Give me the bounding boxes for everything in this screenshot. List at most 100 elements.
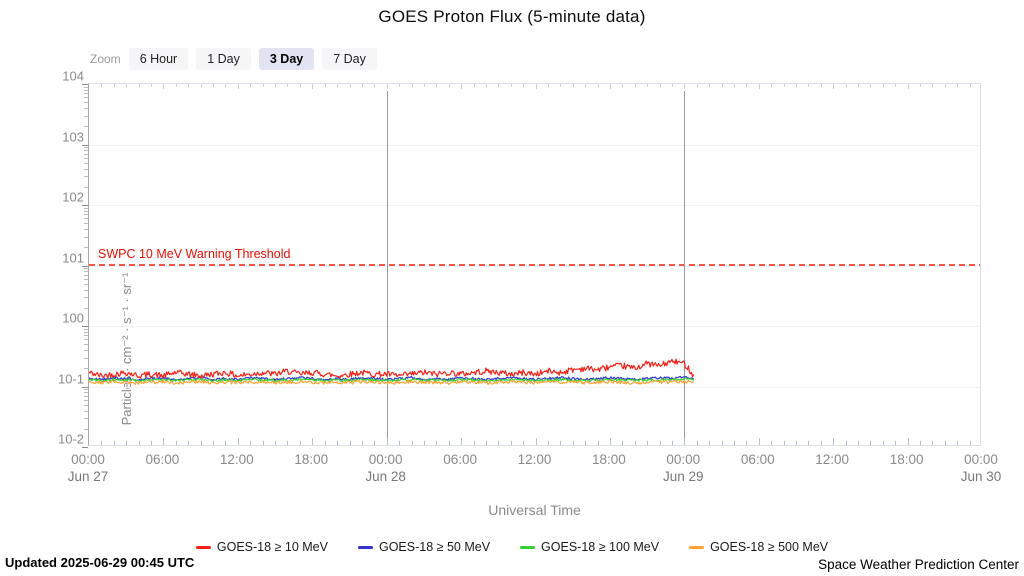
x-axis-top-tick bbox=[609, 84, 611, 89]
legend-series-label: GOES-18 ≥ 500 MeV bbox=[710, 540, 829, 554]
x-axis-top-tick bbox=[312, 84, 314, 89]
x-axis-top-tick bbox=[969, 84, 971, 87]
y-axis-minor-tick bbox=[84, 328, 88, 330]
x-axis-top-tick bbox=[634, 84, 636, 87]
x-axis-time-label: 18:00 bbox=[889, 452, 924, 467]
series-line-3 bbox=[89, 379, 694, 386]
y-axis-tick-label: 10-2 bbox=[57, 431, 84, 447]
x-axis-bottom-tick bbox=[907, 438, 909, 445]
y-axis-minor-tick bbox=[84, 274, 88, 276]
x-axis-top-tick bbox=[225, 84, 227, 87]
x-axis-top-tick bbox=[237, 84, 239, 89]
x-axis-top-tick bbox=[721, 84, 723, 87]
x-axis-bottom-tick bbox=[572, 441, 574, 445]
x-axis-bottom-tick bbox=[895, 441, 897, 445]
y-axis-tick-label: 104 bbox=[62, 68, 84, 84]
x-axis-date-label: Jun 30 bbox=[960, 469, 1002, 484]
x-axis-top-tick bbox=[932, 84, 934, 87]
legend-item[interactable]: GOES-18 ≥ 500 MeV bbox=[689, 540, 828, 554]
x-axis-bottom-tick bbox=[547, 441, 549, 445]
x-axis-bottom-tick bbox=[709, 441, 711, 445]
legend-series-dash-icon bbox=[195, 545, 211, 549]
x-axis-top-tick bbox=[287, 84, 289, 87]
x-axis-top-tick bbox=[709, 84, 711, 87]
x-axis-bottom-tick bbox=[684, 438, 686, 445]
y-axis-minor-tick bbox=[84, 389, 88, 391]
x-axis-bottom-tick bbox=[386, 438, 388, 445]
chart-legend: GOES-18 ≥ 10 MeV GOES-18 ≥ 50 MeV GOES-18 … bbox=[0, 540, 1024, 554]
zoom-button-6-hour[interactable]: 6 Hour bbox=[128, 48, 189, 70]
x-axis-top-tick bbox=[622, 84, 624, 87]
x-axis-date-label: Jun 28 bbox=[365, 469, 406, 484]
legend-item[interactable]: GOES-18 ≥ 10 MeV bbox=[195, 540, 328, 554]
y-axis-minor-tick bbox=[84, 93, 88, 95]
x-axis-bottom-tick bbox=[535, 438, 537, 445]
plot-area[interactable]: Particles · cm⁻² · s⁻¹ · sr⁻¹ SWPC 10 Me… bbox=[82, 83, 981, 448]
legend-series-dash-icon bbox=[689, 545, 705, 549]
y-axis-tick-label: 100 bbox=[62, 310, 84, 326]
y-axis-minor-tick bbox=[84, 214, 88, 216]
legend-series-dash-icon bbox=[520, 545, 536, 549]
x-axis-bottom-tick bbox=[882, 441, 884, 445]
x-axis-top-tick bbox=[758, 84, 760, 89]
threshold-line bbox=[89, 264, 980, 266]
zoom-button-3-day[interactable]: 3 Day bbox=[258, 48, 315, 70]
x-axis-top-tick bbox=[262, 84, 264, 87]
y-axis-minor-tick bbox=[84, 395, 88, 397]
zoom-label: Zoom bbox=[90, 52, 121, 66]
x-axis-time-label: 00:00 bbox=[368, 452, 403, 467]
x-axis-bottom-tick bbox=[299, 441, 301, 445]
x-axis-bottom-tick bbox=[796, 441, 797, 445]
x-axis-top-tick bbox=[337, 84, 339, 87]
x-axis-bottom-tick bbox=[213, 441, 214, 445]
x-axis-bottom-tick bbox=[485, 441, 487, 445]
x-axis-bottom-tick bbox=[609, 438, 611, 445]
x-axis-top-tick bbox=[796, 84, 797, 87]
x-axis-top-tick bbox=[498, 84, 500, 87]
x-axis-top-tick bbox=[163, 84, 165, 89]
x-axis-bottom-tick bbox=[324, 441, 326, 445]
x-axis-bottom-tick bbox=[560, 441, 562, 445]
x-axis-top-tick bbox=[200, 84, 202, 87]
legend-series-label: GOES-18 ≥ 100 MeV bbox=[541, 540, 660, 554]
series-line-2 bbox=[89, 377, 695, 383]
y-axis-minor-tick bbox=[84, 368, 88, 370]
y-axis-minor-tick bbox=[84, 268, 88, 270]
y-axis-minor-tick bbox=[84, 271, 88, 273]
x-axis-top-tick bbox=[399, 84, 401, 87]
zoom-button-7-day[interactable]: 7 Day bbox=[322, 48, 377, 70]
zoom-button-1-day[interactable]: 1 Day bbox=[196, 48, 251, 70]
x-axis-top-tick bbox=[250, 84, 252, 87]
decade-gridline bbox=[89, 265, 980, 267]
x-axis-bottom-tick bbox=[126, 441, 128, 445]
x-axis-bottom-tick bbox=[473, 441, 475, 445]
x-axis-bottom-tick bbox=[461, 438, 463, 445]
y-axis-major-tick bbox=[82, 144, 88, 146]
x-axis-top-tick bbox=[213, 84, 214, 87]
x-axis-bottom-tick bbox=[845, 441, 847, 445]
x-axis-top-tick bbox=[386, 84, 388, 89]
y-axis-minor-tick bbox=[84, 339, 88, 341]
x-axis-bottom-tick bbox=[622, 441, 624, 445]
y-axis-tick-label: 102 bbox=[62, 189, 84, 205]
x-axis-bottom-tick bbox=[771, 441, 773, 445]
legend-item[interactable]: GOES-18 ≥ 50 MeV bbox=[357, 540, 490, 554]
x-axis-top-tick bbox=[771, 84, 773, 87]
y-axis-minor-tick bbox=[84, 344, 88, 346]
y-axis-minor-tick bbox=[84, 428, 88, 430]
y-axis-tick-label: 103 bbox=[62, 129, 84, 144]
x-axis-top-tick bbox=[138, 84, 140, 87]
y-axis-minor-tick bbox=[84, 210, 88, 212]
legend-item[interactable]: GOES-18 ≥ 100 MeV bbox=[520, 540, 659, 554]
x-axis-top-tick bbox=[733, 84, 735, 87]
y-axis-minor-tick bbox=[84, 278, 88, 280]
x-axis-bottom-tick bbox=[448, 441, 450, 445]
x-axis-bottom-tick bbox=[312, 438, 314, 445]
x-axis-top-tick bbox=[411, 84, 413, 87]
y-axis-minor-tick bbox=[84, 147, 88, 149]
x-axis-top-tick bbox=[324, 84, 326, 87]
x-axis-top-tick bbox=[423, 84, 425, 87]
x-axis-top-tick bbox=[473, 84, 475, 87]
chart-title: GOES Proton Flux (5-minute data) bbox=[378, 7, 646, 26]
x-axis-bottom-tick bbox=[969, 441, 971, 445]
